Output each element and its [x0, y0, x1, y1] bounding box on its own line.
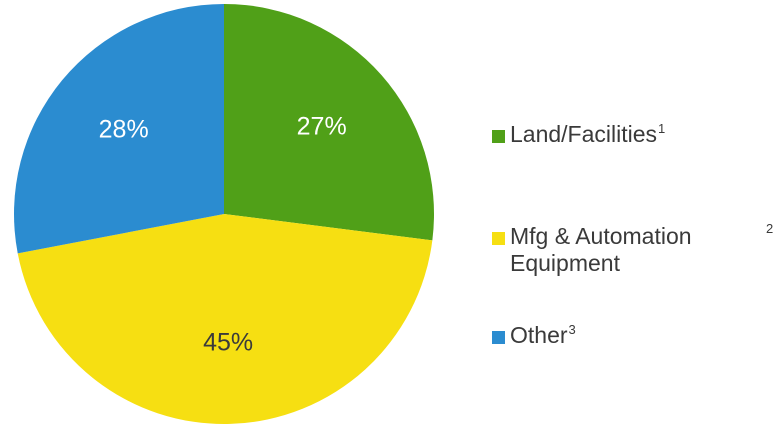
- slice-value-label-land-facilities: 27%: [297, 113, 347, 141]
- legend-label-other: Other: [510, 322, 568, 348]
- slice-value-label-mfg-automation-equipment: 45%: [203, 329, 253, 357]
- legend-item-land-facilities: Land/Facilities1: [492, 121, 665, 148]
- legend-label-mfg-line-1: Mfg & Automation: [510, 223, 692, 249]
- legend-footnote-1: 1: [658, 121, 666, 136]
- legend-swatch-land-facilities: [492, 130, 505, 143]
- legend: Land/Facilities1 Mfg & Automation Equipm…: [492, 0, 773, 428]
- pie-slice-land-facilities: [224, 4, 434, 241]
- pie-slice-other: [13, 4, 225, 254]
- legend-footnote-2: 2: [766, 221, 773, 236]
- legend-item-other: Other3: [492, 322, 576, 349]
- pie-slice-mfg-automation-equipment: [17, 214, 433, 425]
- legend-swatch-other: [492, 331, 505, 344]
- legend-item-mfg-automation: Mfg & Automation Equipment 2: [492, 221, 773, 277]
- slice-value-label-other: 28%: [99, 116, 149, 144]
- legend-label-mfg-line-2: Equipment: [510, 250, 620, 276]
- legend-label-land-facilities: Land/Facilities: [510, 121, 658, 147]
- legend-swatch-mfg-automation: [492, 232, 505, 245]
- legend-footnote-3: 3: [568, 322, 576, 337]
- pie-plot: 27% 45% 28%: [13, 4, 434, 425]
